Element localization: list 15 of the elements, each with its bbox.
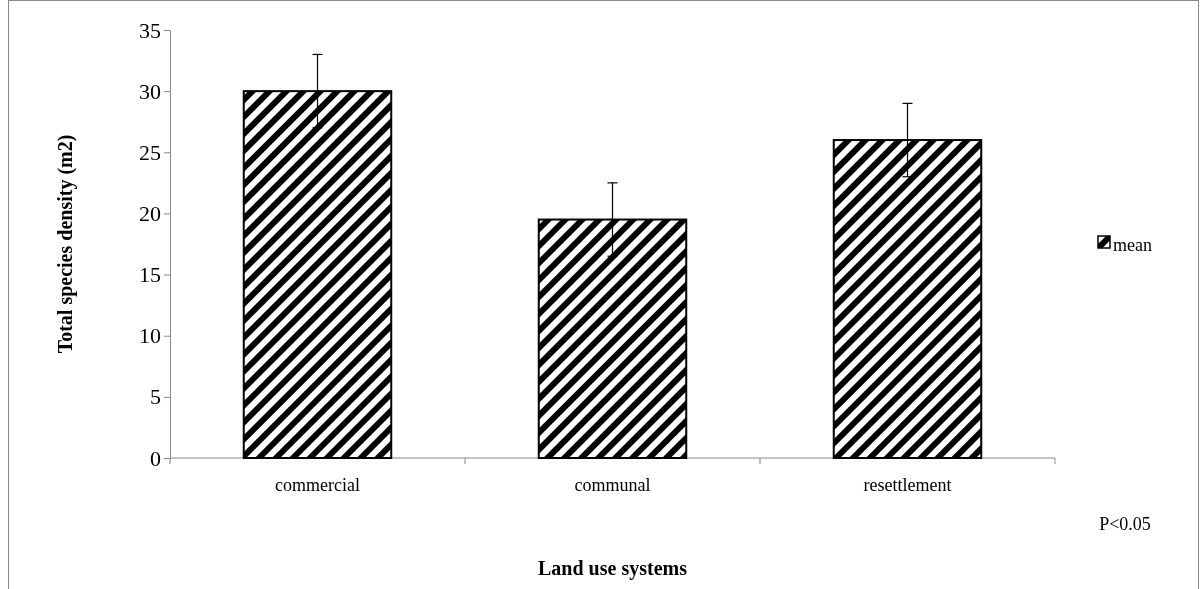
y-tick-label: 0 (150, 445, 161, 471)
x-tick-label: resettlement (863, 475, 952, 495)
x-tick-label: communal (574, 475, 651, 495)
y-tick-label: 25 (139, 139, 161, 165)
text: P<0.05 (1099, 514, 1151, 534)
y-tick-label: 5 (150, 384, 161, 410)
y-tick-label: 10 (139, 323, 161, 349)
y-axis-title: Total species density (m2) (54, 134, 77, 354)
y-tick-label: 30 (139, 78, 161, 104)
y-tick-label: 35 (139, 17, 161, 43)
y-tick-label: 20 (139, 200, 161, 226)
legend-label: mean (1113, 235, 1152, 256)
x-axis-title: Land use systems (538, 557, 688, 580)
x-tick-label: commercial (275, 475, 360, 495)
y-tick-label: 15 (139, 262, 161, 288)
